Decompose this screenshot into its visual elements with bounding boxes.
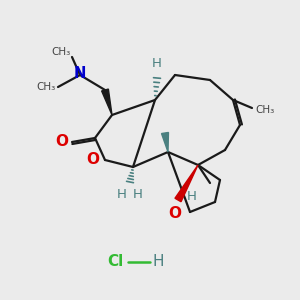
Text: H: H xyxy=(152,57,162,70)
Text: N: N xyxy=(74,65,86,80)
Text: O: O xyxy=(169,206,182,221)
Text: Cl: Cl xyxy=(107,254,123,269)
Text: H: H xyxy=(133,188,143,201)
Text: H: H xyxy=(152,254,164,269)
Text: O: O xyxy=(86,152,99,167)
Text: CH₃: CH₃ xyxy=(37,82,56,92)
Text: CH₃: CH₃ xyxy=(255,105,274,115)
Polygon shape xyxy=(161,133,169,152)
Text: H: H xyxy=(117,188,127,201)
Text: O: O xyxy=(55,134,68,149)
Polygon shape xyxy=(102,89,112,115)
Text: CH₃: CH₃ xyxy=(52,47,71,57)
Text: H: H xyxy=(187,190,197,202)
Polygon shape xyxy=(175,165,198,202)
